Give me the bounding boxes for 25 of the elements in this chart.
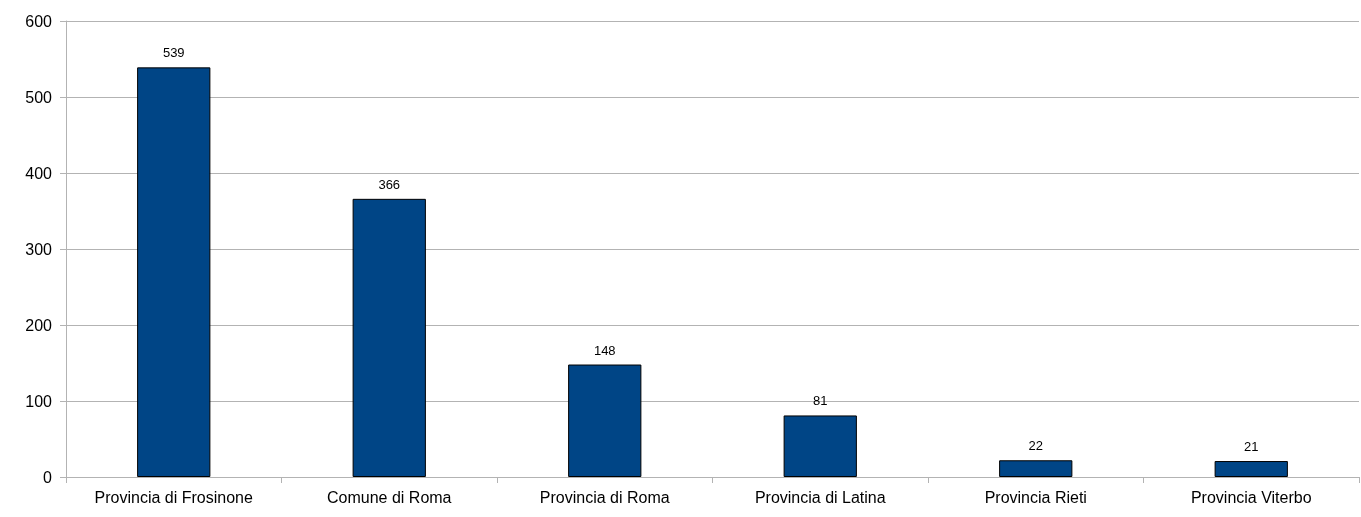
x-tick-label: Provincia di Frosinone	[94, 488, 253, 506]
y-tick-label: 0	[43, 468, 53, 486]
data-label: 148	[593, 342, 616, 358]
y-tick-label: 100	[25, 392, 53, 410]
data-label: 81	[813, 393, 828, 409]
y-tick-label: 200	[25, 316, 53, 334]
y-tick-label: 600	[25, 12, 53, 30]
x-tick-label: Provincia Viterbo	[1190, 488, 1312, 506]
x-tick-label: Comune di Roma	[327, 488, 452, 506]
x-tick-label: Provincia di Roma	[539, 488, 670, 506]
x-tick-label: Provincia Rieti	[984, 488, 1087, 506]
bar	[783, 415, 857, 477]
y-tick-label: 400	[25, 164, 53, 182]
x-tick-label: Provincia di Latina	[754, 488, 886, 506]
data-label: 21	[1244, 439, 1259, 455]
y-tick-label: 500	[25, 88, 53, 106]
data-label: 539	[162, 45, 185, 61]
bar	[1214, 461, 1288, 477]
bar	[352, 198, 426, 477]
bar	[999, 460, 1073, 477]
bar	[568, 364, 642, 477]
y-tick-label: 300	[25, 240, 53, 258]
bar	[137, 67, 211, 477]
data-label: 366	[378, 176, 401, 192]
data-label: 22	[1028, 438, 1043, 454]
